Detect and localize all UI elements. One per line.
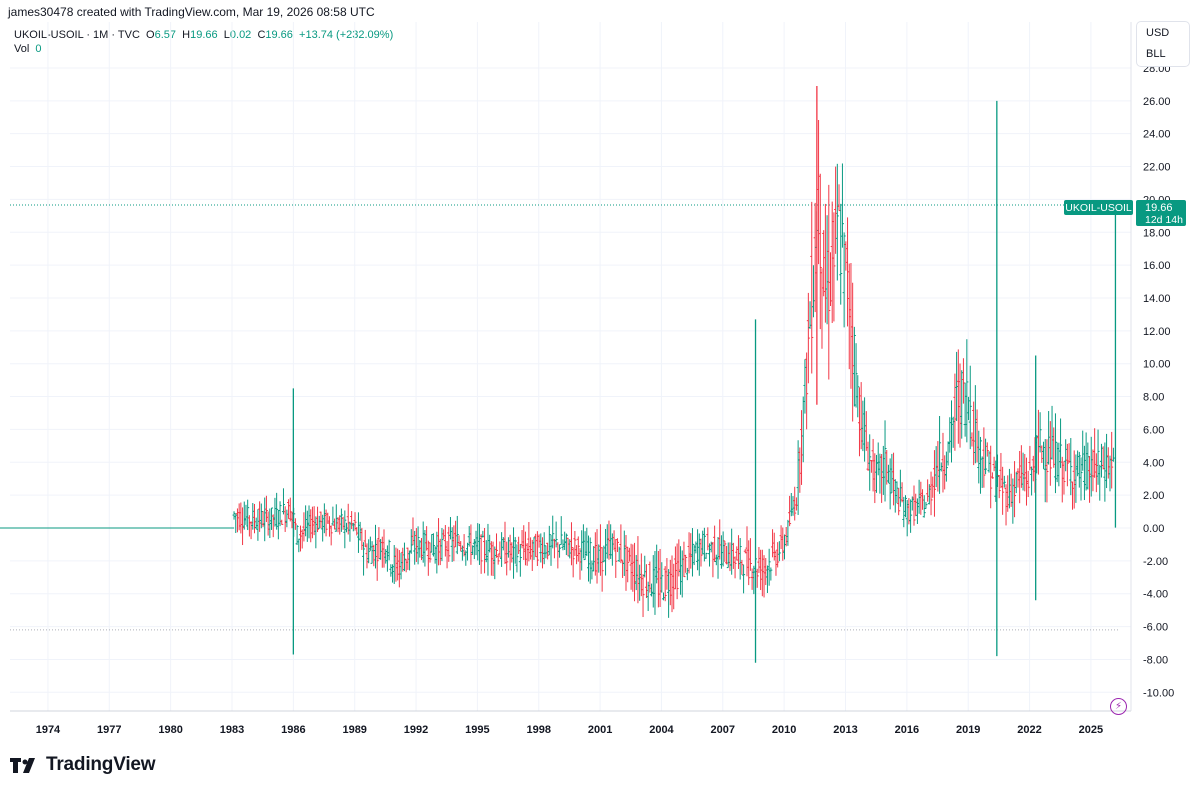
x-tick-label: 2010 (772, 724, 796, 736)
reference-lines (0, 204, 1120, 631)
x-tick-label: 1986 (281, 724, 305, 736)
legend-change: +13.74 (+232.09%) (299, 29, 394, 41)
price-tag-symbol-bg (1064, 200, 1133, 215)
y-tick-label: -8.00 (1143, 654, 1168, 666)
x-tick-label: 1980 (158, 724, 182, 736)
legend-symbol[interactable]: UKOIL-USOIL · 1M · TVC (14, 29, 140, 41)
legend-open-label: O (146, 29, 155, 41)
price-tag-countdown: 12d 14h (1145, 214, 1183, 226)
x-tick-label: 2022 (1017, 724, 1041, 736)
legend-high-value: 19.66 (190, 29, 218, 41)
legend-low-value: 0.02 (229, 29, 252, 41)
currency-label: USD (1146, 27, 1170, 39)
price-axis: 28.0026.0024.0022.0020.0018.0016.0014.00… (1143, 63, 1174, 699)
x-tick-label: 2013 (833, 724, 857, 736)
currency-unit-selector[interactable]: USD BLL (1137, 22, 1189, 66)
price-tag-symbol: UKOIL-USOIL (1065, 202, 1132, 214)
x-tick-label: 1974 (36, 724, 61, 736)
x-tick-label: 2019 (956, 724, 980, 736)
legend-low-label: L (223, 29, 230, 41)
time-axis: 9681971197419771980198319861989199219951… (36, 724, 1103, 736)
y-tick-label: 24.00 (1143, 129, 1171, 141)
x-tick-label: 2007 (711, 724, 735, 736)
x-tick-label: 1992 (404, 724, 428, 736)
x-tick-label: 2025 (1079, 724, 1103, 736)
y-tick-label: 0.00 (1143, 523, 1164, 535)
author-watermark: james30478 created with TradingView.com,… (8, 5, 375, 19)
y-tick-label: 14.00 (1143, 293, 1171, 305)
legend-vol-label[interactable]: Vol (14, 43, 30, 55)
legend-vol-value: 0 (35, 43, 42, 55)
x-tick-label: 1989 (342, 724, 366, 736)
legend-close-value: 19.66 (265, 29, 293, 41)
x-tick-label: 2004 (649, 724, 674, 736)
legend-high-label: H (182, 29, 191, 41)
price-tag-value: 19.66 (1145, 202, 1173, 214)
y-tick-label: 16.00 (1143, 260, 1171, 272)
x-tick-label: 1995 (465, 724, 489, 736)
x-tick-label: 2001 (588, 724, 612, 736)
x-tick-label: 2016 (895, 724, 919, 736)
y-tick-label: -6.00 (1143, 622, 1168, 634)
x-tick-label: 1998 (527, 724, 551, 736)
y-tick-label: 26.00 (1143, 96, 1171, 108)
y-tick-label: -4.00 (1143, 589, 1168, 601)
x-tick-label: 1983 (220, 724, 244, 736)
y-tick-label: 2.00 (1143, 490, 1164, 502)
lightning-icon[interactable]: ⚡ (1110, 698, 1127, 715)
y-tick-label: 18.00 (1143, 227, 1171, 239)
unit-label: BLL (1146, 48, 1166, 60)
y-tick-label: -2.00 (1143, 556, 1168, 568)
y-tick-label: 22.00 (1143, 162, 1171, 174)
tradingview-logo[interactable]: TradingView (10, 754, 156, 776)
x-tick-label: 1977 (97, 724, 121, 736)
brand-name: TradingView (46, 754, 156, 775)
y-tick-label: -10.00 (1143, 687, 1174, 699)
y-tick-label: 6.00 (1143, 424, 1164, 436)
ohlc-bars (232, 86, 1117, 663)
legend-close-label: C (257, 29, 266, 41)
tradingview-logo-icon (10, 758, 35, 773)
y-tick-label: 4.00 (1143, 457, 1164, 469)
last-price-tag: UKOIL-USOIL 19.66 12d 14h (1064, 200, 1186, 226)
y-tick-label: 8.00 (1143, 392, 1164, 404)
y-tick-label: 10.00 (1143, 359, 1171, 371)
grid-lines (10, 22, 1131, 711)
y-tick-label: 12.00 (1143, 326, 1171, 338)
price-tag-value-bg (1136, 200, 1186, 226)
legend-volume-row: Vol 0 (14, 42, 393, 56)
